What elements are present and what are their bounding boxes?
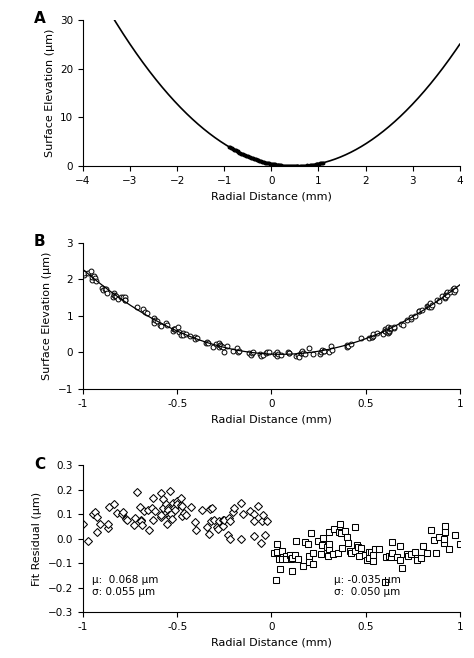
- X-axis label: Radial Distance (mm): Radial Distance (mm): [211, 415, 332, 424]
- X-axis label: Radial Distance (mm): Radial Distance (mm): [211, 191, 332, 201]
- Y-axis label: Surface Elevation (μm): Surface Elevation (μm): [42, 251, 52, 380]
- Y-axis label: Fit Residual (μm): Fit Residual (μm): [32, 492, 42, 586]
- Text: C: C: [34, 457, 45, 472]
- Y-axis label: Surface Elevation (μm): Surface Elevation (μm): [45, 29, 55, 157]
- X-axis label: Radial Distance (mm): Radial Distance (mm): [211, 637, 332, 647]
- Text: μ: -0.035 μm
σ:  0.050 μm: μ: -0.035 μm σ: 0.050 μm: [334, 575, 401, 597]
- Text: μ:  0.068 μm
σ: 0.055 μm: μ: 0.068 μm σ: 0.055 μm: [92, 575, 159, 597]
- Text: A: A: [34, 11, 46, 26]
- Text: B: B: [34, 234, 46, 249]
